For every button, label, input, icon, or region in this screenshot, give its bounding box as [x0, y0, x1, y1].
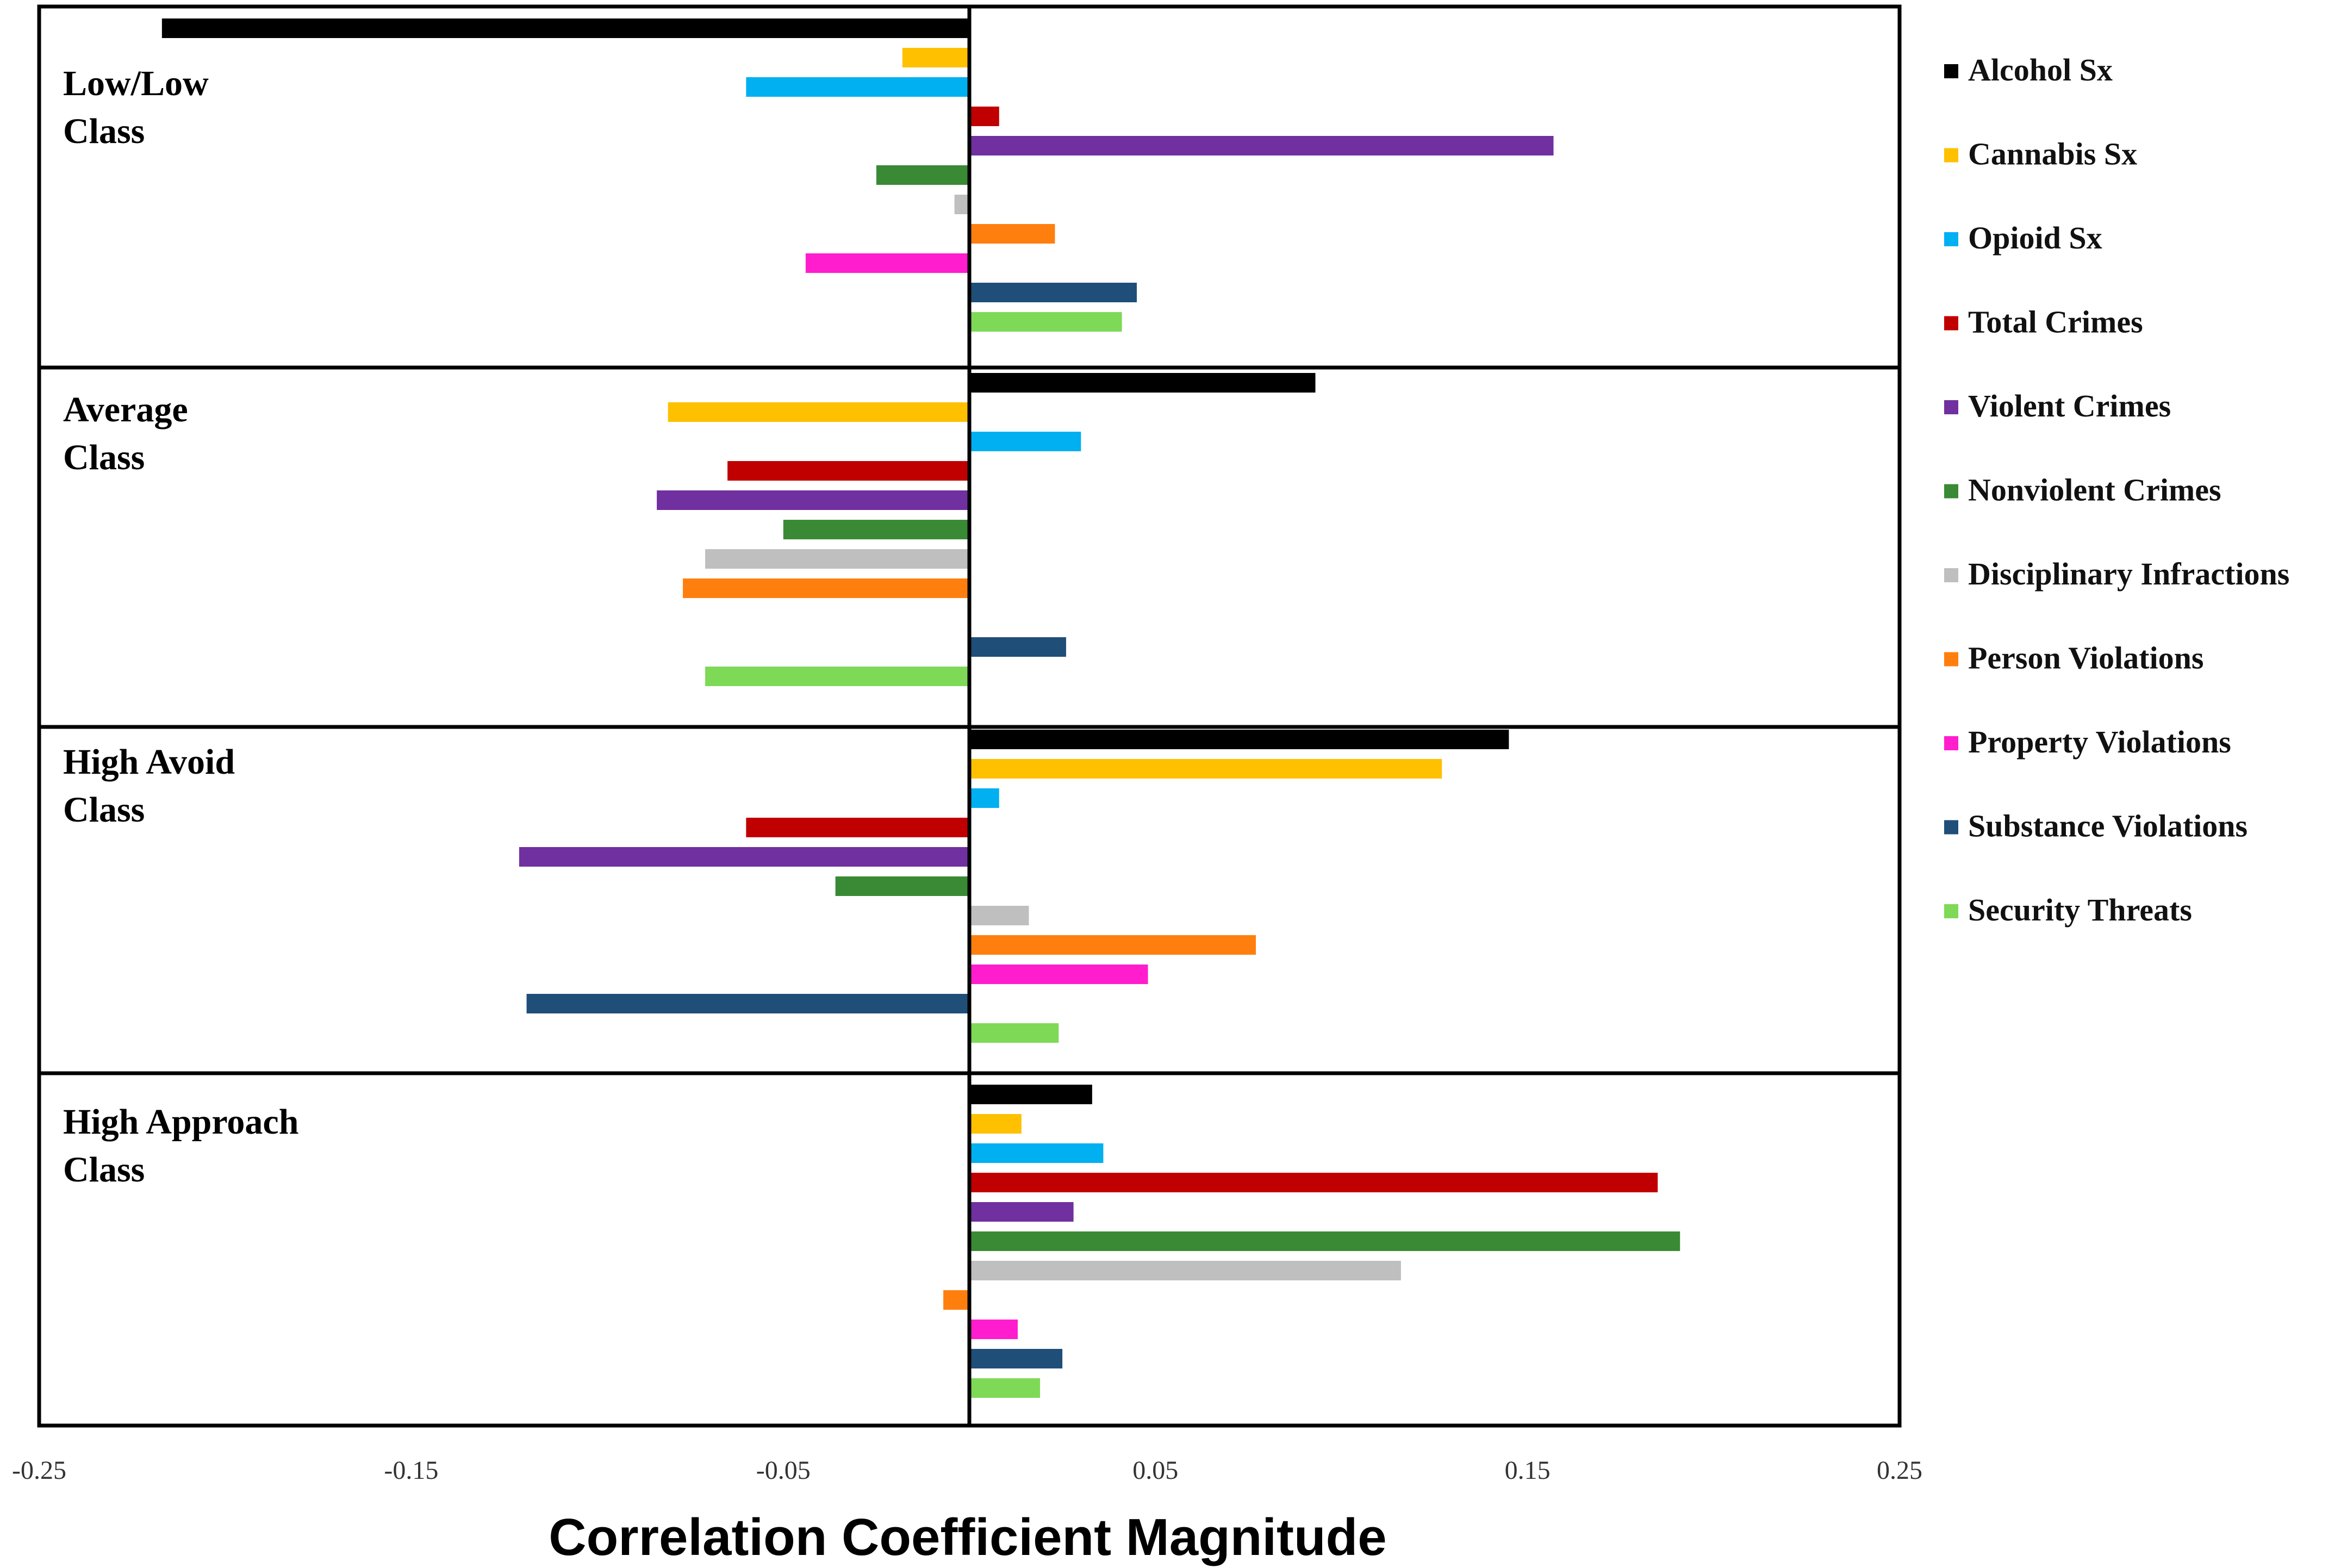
panel-label: Class [63, 438, 145, 477]
x-tick-label: -0.05 [756, 1456, 811, 1485]
panel-label: High Approach [63, 1102, 298, 1142]
legend-label: Property Violations [1968, 724, 2231, 760]
bar-person-violations [969, 224, 1055, 244]
legend-label: Disciplinary Infractions [1968, 556, 2289, 592]
bar-cannabis-sx [969, 1114, 1022, 1134]
bar-security-threats [969, 1023, 1059, 1043]
panel-label: High Avoid [63, 742, 235, 782]
x-tick-label: -0.15 [384, 1456, 438, 1485]
bar-total-crimes [969, 1173, 1658, 1192]
plot-frame [37, 4, 1902, 1428]
x-tick-label: 0.05 [1132, 1456, 1178, 1485]
bar-security-threats [969, 312, 1122, 332]
legend-swatch [1944, 652, 1958, 667]
bar-violent-crimes [969, 136, 1554, 155]
legend-swatch [1944, 568, 1958, 582]
bar-opioid-sx [969, 432, 1081, 451]
bar-violent-crimes [657, 490, 969, 510]
legend-swatch [1944, 148, 1958, 163]
legend-label: Opioid Sx [1968, 220, 2102, 256]
panel-label: Class [63, 111, 145, 151]
legend-swatch [1944, 232, 1958, 246]
bar-property-violations [969, 965, 1148, 984]
legend-label: Substance Violations [1968, 808, 2248, 844]
bar-violent-crimes [969, 1202, 1074, 1222]
bar-substance-violations [526, 994, 969, 1013]
bar-nonviolent-crimes [783, 520, 969, 539]
bar-nonviolent-crimes [876, 165, 969, 185]
bar-person-violations [943, 1290, 969, 1310]
bar-opioid-sx [969, 1143, 1104, 1163]
legend-label: Total Crimes [1968, 304, 2143, 340]
x-axis-title: Correlation Coefficient Magnitude [549, 1508, 1386, 1566]
bar-alcohol-sx [969, 730, 1509, 749]
legend-swatch [1944, 64, 1958, 78]
bar-opioid-sx [969, 788, 999, 808]
bar-cannabis-sx [969, 759, 1442, 779]
bar-property-violations [805, 253, 969, 273]
bar-disciplinary-infractions [705, 549, 969, 569]
bar-nonviolent-crimes [835, 876, 969, 896]
bar-substance-violations [969, 637, 1066, 657]
bar-alcohol-sx [161, 18, 969, 38]
legend-label: Violent Crimes [1968, 388, 2171, 424]
x-tick-label: 0.15 [1505, 1456, 1551, 1485]
legend-label: Security Threats [1968, 892, 2192, 928]
bar-person-violations [683, 578, 969, 598]
bar-person-violations [969, 935, 1256, 955]
bar-cannabis-sx [668, 402, 969, 422]
legend-label: Nonviolent Crimes [1968, 472, 2221, 508]
panel-label: Class [63, 790, 145, 830]
legend: Alcohol Sx Cannabis Sx Opioid Sx Total Crim… [1944, 52, 2289, 928]
legend-label: Person Violations [1968, 640, 2203, 676]
bar-cannabis-sx [902, 48, 969, 67]
bars-layer [161, 18, 1680, 1398]
bar-disciplinary-infractions [969, 906, 1029, 925]
legend-swatch [1944, 820, 1958, 835]
bar-opioid-sx [746, 77, 969, 97]
bar-disciplinary-infractions [969, 1261, 1401, 1280]
legend-swatch [1944, 736, 1958, 750]
legend-swatch [1944, 316, 1958, 331]
bar-nonviolent-crimes [969, 1231, 1680, 1251]
legend-swatch [1944, 904, 1958, 918]
bar-alcohol-sx [969, 373, 1316, 393]
panel-label: Low/Low [63, 64, 209, 103]
bar-disciplinary-infractions [954, 195, 969, 214]
x-tick-label: -0.25 [12, 1456, 66, 1485]
bar-violent-crimes [519, 847, 969, 867]
panel-labels: Low/Low Class Average Class High Avoid Class H… [63, 64, 298, 1190]
bar-total-crimes [969, 107, 999, 126]
bar-security-threats [969, 1378, 1041, 1398]
bar-property-violations [969, 1320, 1018, 1339]
panel-label: Average [63, 390, 188, 430]
x-axis-ticks: -0.25 -0.15 -0.05 0.05 0.15 0.25 [12, 1456, 1922, 1485]
x-tick-label: 0.25 [1877, 1456, 1922, 1485]
bar-total-crimes [746, 818, 969, 837]
panel-label: Class [63, 1150, 145, 1190]
bar-alcohol-sx [969, 1085, 1092, 1104]
legend-swatch [1944, 400, 1958, 414]
legend-swatch [1944, 484, 1958, 499]
bar-total-crimes [727, 461, 969, 481]
bar-substance-violations [969, 283, 1137, 302]
legend-label: Alcohol Sx [1968, 52, 2113, 88]
bar-substance-violations [969, 1349, 1063, 1368]
bar-security-threats [705, 667, 969, 686]
legend-label: Cannabis Sx [1968, 136, 2137, 172]
